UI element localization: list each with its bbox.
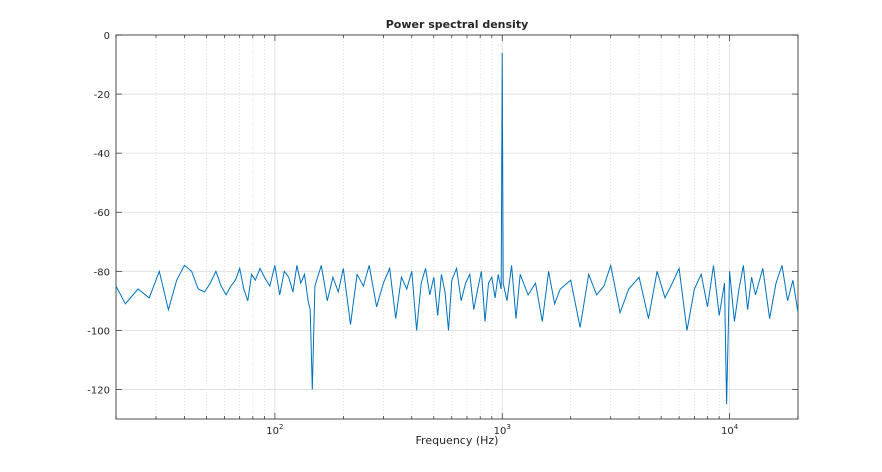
x-tick-labels: 102 103 104 [266, 423, 738, 437]
x-tick-base: 10 [266, 426, 279, 437]
y-tick-label: -60 [94, 208, 110, 219]
series-line [115, 52, 799, 405]
x-tick-label: 104 [721, 423, 739, 437]
y-tick-label: -120 [87, 385, 110, 396]
x-tick-base: 10 [494, 426, 507, 437]
x-tick-base: 10 [721, 426, 734, 437]
chart-title: Power spectral density [386, 18, 529, 31]
y-tick-labels: 0 -20 -40 -60 -80 -100 -120 [87, 31, 110, 396]
y-tick-label: -20 [94, 90, 110, 101]
plot-frame [115, 34, 799, 420]
plot-area [116, 35, 798, 419]
y-tick-label: -80 [94, 267, 110, 278]
x-tick-label: 103 [494, 423, 511, 437]
x-tick-exponent: 2 [279, 423, 283, 431]
grid [115, 34, 799, 419]
y-tick-label: 0 [104, 31, 110, 42]
x-tick-exponent: 3 [506, 423, 510, 431]
x-tick-exponent: 4 [734, 423, 739, 431]
y-tick-label: -100 [87, 326, 110, 337]
y-tick-label: -40 [94, 149, 110, 160]
x-tick-label: 102 [266, 423, 283, 437]
x-axis-label: Frequency (Hz) [416, 434, 499, 447]
